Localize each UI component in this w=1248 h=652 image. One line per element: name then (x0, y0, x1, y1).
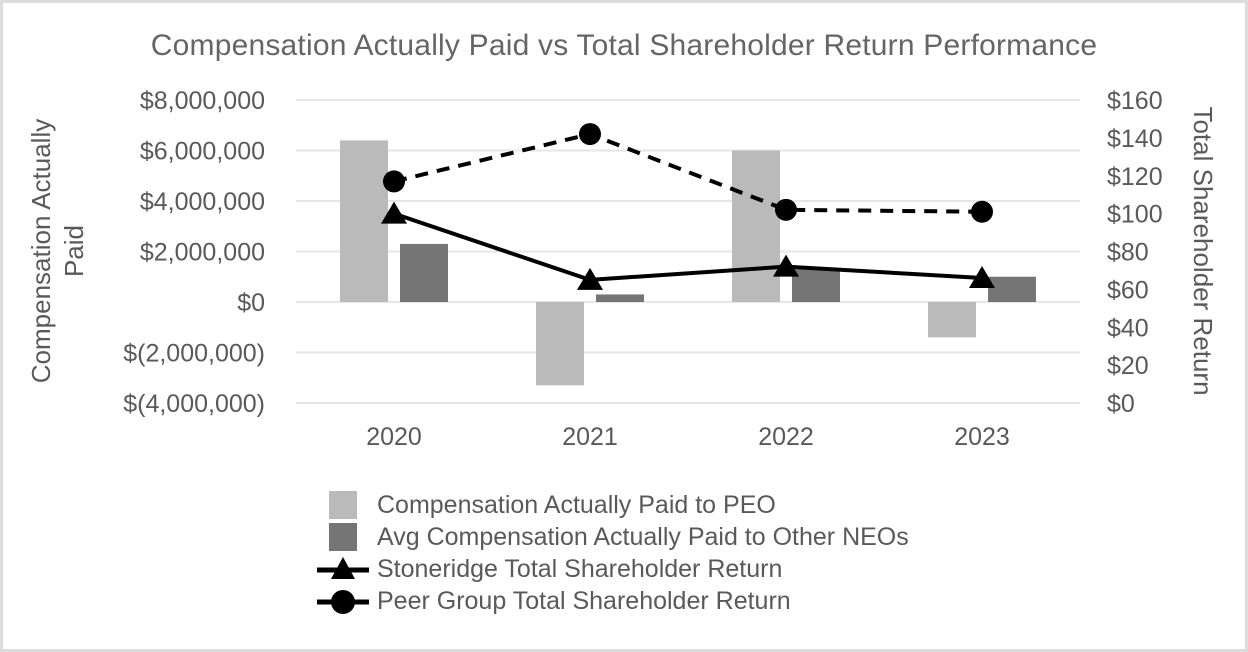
bar-neo-cap (596, 294, 644, 302)
peer-tsr-circle-marker (775, 198, 797, 221)
peer-tsr-circle-marker (971, 200, 993, 223)
stoneridge-tsr-triangle-marker (577, 267, 603, 290)
bar-peo-cap (536, 302, 584, 386)
legend-label: Peer Group Total Shareholder Return (377, 586, 791, 615)
left-axis-tick-label: $8,000,000 (140, 87, 265, 115)
left-axis-tick-label: $4,000,000 (140, 188, 265, 216)
bar-neo-cap (988, 276, 1036, 302)
right-axis-tick-label: $140 (1107, 125, 1163, 153)
peo-bar-swatch-icon (315, 489, 371, 521)
legend-item-stoneridge-tsr: Stoneridge Total Shareholder Return (315, 553, 909, 585)
chart-title: Compensation Actually Paid vs Total Shar… (150, 29, 1098, 62)
tsr-line-peer (393, 131, 983, 214)
stoneridge-tsr-triangle-marker (969, 266, 995, 289)
right-axis-tick-label: $40 (1107, 314, 1149, 342)
left-axis-tick-label: $6,000,000 (140, 138, 265, 166)
right-axis-tick-label: $80 (1107, 239, 1149, 267)
x-axis-tick-label: 2020 (366, 423, 422, 451)
legend-label: Stoneridge Total Shareholder Return (377, 554, 783, 583)
bar-neo-cap (792, 269, 840, 302)
right-axis-tick-label: $60 (1107, 276, 1149, 304)
triangle-line-marker-icon (315, 553, 371, 585)
right-axis-tick-label: $20 (1107, 352, 1149, 380)
x-axis-tick-label: 2022 (758, 423, 814, 451)
left-axis-tick-label: $(2,000,000) (123, 340, 265, 368)
peer-tsr-circle-marker (579, 123, 601, 146)
right-axis-tick-label: $100 (1107, 201, 1163, 229)
legend-label: Avg Compensation Actually Paid to Other … (377, 522, 909, 551)
bar-peo-cap (340, 140, 388, 302)
x-axis-tick-label: 2021 (562, 423, 618, 451)
neo-bar-swatch-icon (315, 521, 371, 553)
legend: Compensation Actually Paid to PEO Avg Co… (315, 489, 909, 617)
tsr-line-stoneridge (393, 211, 983, 282)
x-axis-tick-label: 2023 (954, 423, 1010, 451)
left-axis-tick-label: $2,000,000 (140, 239, 265, 267)
stoneridge-tsr-triangle-marker (381, 201, 407, 224)
bar-peo-cap (928, 302, 976, 338)
legend-item-peo: Compensation Actually Paid to PEO (315, 489, 909, 521)
legend-label: Compensation Actually Paid to PEO (377, 490, 776, 519)
left-axis-tick-label: $(4,000,000) (123, 390, 265, 418)
legend-item-neo: Avg Compensation Actually Paid to Other … (315, 521, 909, 553)
chart-plot-area: $8,000,000 $6,000,000 $4,000,000 $2,000,000… (123, 87, 1163, 451)
legend-item-peer-tsr: Peer Group Total Shareholder Return (315, 585, 909, 617)
right-axis-tick-label: $160 (1107, 87, 1163, 115)
circle-line-marker-icon (315, 585, 371, 617)
bar-peo-cap (732, 150, 780, 302)
peer-tsr-circle-marker (383, 170, 405, 193)
stoneridge-tsr-triangle-marker (773, 254, 799, 277)
left-axis-tick-label: $0 (237, 289, 265, 317)
bar-neo-cap (400, 243, 448, 302)
right-axis-tick-label: $0 (1107, 390, 1135, 418)
right-axis-tick-label: $120 (1107, 163, 1163, 191)
